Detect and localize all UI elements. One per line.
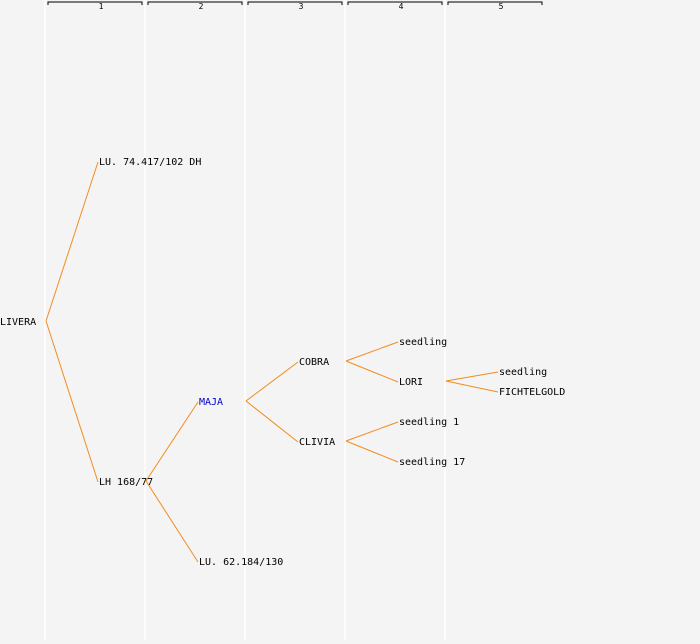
- node-cobra-seedling[interactable]: seedling: [399, 337, 447, 348]
- node-seedling-17[interactable]: seedling 17: [399, 457, 465, 468]
- generation-label: 1: [99, 2, 104, 11]
- node-maja[interactable]: MAJA: [199, 397, 223, 408]
- edge-lh168-lu62184: [145, 480, 199, 563]
- edge-maja-cobra: [245, 361, 299, 402]
- edge-clivia-seedling1: [345, 421, 399, 442]
- generation-bracket: [47, 1, 143, 5]
- node-livera[interactable]: LIVERA: [0, 317, 36, 328]
- node-cobra[interactable]: COBRA: [299, 357, 329, 368]
- edge-clivia-seedling17: [345, 440, 399, 463]
- node-seedling-1[interactable]: seedling 1: [399, 417, 459, 428]
- node-fichtelgold[interactable]: FICHTELGOLD: [499, 387, 565, 398]
- edge-cobra-lori: [345, 360, 399, 383]
- edge-lori-seedling: [445, 371, 499, 382]
- generation-bracket: [247, 1, 343, 5]
- edge-livera-lh168: [45, 320, 99, 483]
- edge-cobra-seedling: [345, 341, 399, 362]
- generation-bracket: [447, 1, 543, 5]
- node-lh-168[interactable]: LH 168/77: [99, 477, 153, 488]
- generation-bracket: [347, 1, 443, 5]
- edge-maja-clivia: [245, 400, 299, 443]
- node-lori-seedling[interactable]: seedling: [499, 367, 547, 378]
- generation-label: 3: [299, 2, 304, 11]
- node-lori[interactable]: LORI: [399, 377, 423, 388]
- edge-livera-lu74417: [45, 161, 99, 322]
- node-lu-74417[interactable]: LU. 74.417/102 DH: [99, 157, 201, 168]
- generation-label: 2: [199, 2, 204, 11]
- generation-bracket: [147, 1, 243, 5]
- edge-lh168-maja: [145, 401, 199, 482]
- node-lu-62184[interactable]: LU. 62.184/130: [199, 557, 283, 568]
- edge-lori-fichtelgold: [445, 380, 499, 393]
- generation-label: 5: [499, 2, 504, 11]
- node-clivia[interactable]: CLIVIA: [299, 437, 335, 448]
- generation-label: 4: [399, 2, 404, 11]
